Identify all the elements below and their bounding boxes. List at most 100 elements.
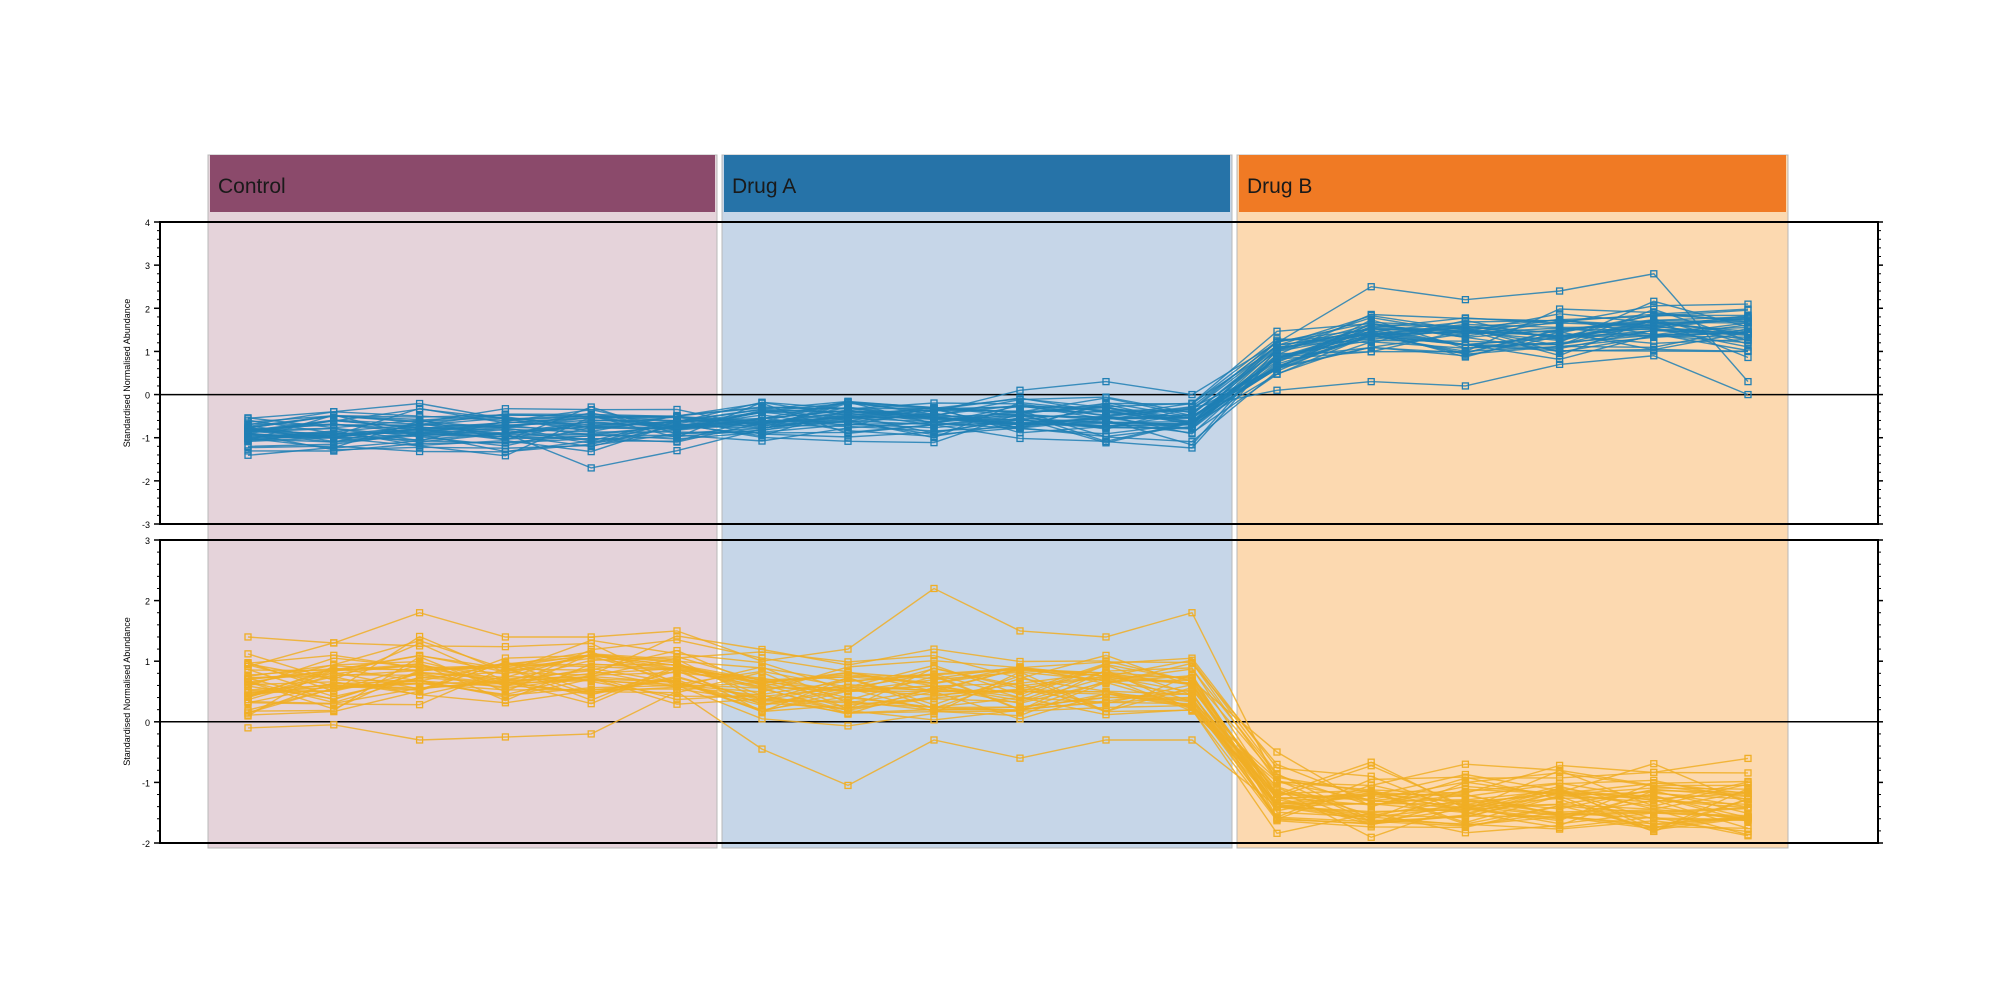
data-point-marker — [244, 633, 252, 641]
data-point-marker — [758, 701, 766, 710]
data-point-marker — [501, 688, 510, 696]
profile-line-15 — [247, 667, 1749, 830]
data-point-marker — [1744, 390, 1752, 399]
data-point-marker — [415, 412, 424, 420]
data-point-marker — [844, 696, 852, 704]
data-point-marker — [673, 668, 681, 677]
data-point-marker — [330, 639, 338, 647]
data-point-marker — [930, 736, 938, 744]
data-point-marker — [673, 437, 681, 445]
data-point-marker — [244, 650, 252, 658]
data-point-marker — [1188, 414, 1196, 422]
data-point-marker — [930, 671, 938, 679]
data-point-marker — [844, 421, 852, 430]
data-point-marker — [1461, 296, 1470, 304]
profile-line-41 — [247, 354, 1749, 435]
data-point-marker — [330, 416, 338, 424]
data-point-marker — [415, 639, 424, 648]
data-point-marker — [673, 627, 681, 635]
data-point-marker — [1744, 315, 1752, 323]
data-point-marker — [758, 690, 766, 699]
profile-line-29 — [247, 316, 1749, 442]
data-point-marker — [1367, 788, 1375, 797]
plot-panels-layer: 4 3 2 1 0 -1 -2 -3 Standardised Normalised Abund… — [122, 218, 1883, 849]
profile-line-40 — [247, 273, 1749, 469]
data-point-marker — [1016, 674, 1024, 683]
profile-line-39 — [247, 655, 1749, 803]
data-point-marker — [673, 661, 681, 670]
data-point-marker — [501, 733, 510, 741]
data-point-marker — [330, 442, 338, 450]
data-point-marker — [1188, 673, 1196, 681]
data-point-marker — [758, 677, 766, 685]
data-point-marker — [587, 441, 595, 450]
data-point-marker — [1102, 707, 1110, 716]
data-point-marker — [1744, 804, 1752, 813]
data-point-marker — [1273, 807, 1281, 815]
profile-line-34 — [247, 319, 1749, 457]
profile-line-41 — [247, 690, 1749, 817]
data-point-marker — [1102, 687, 1110, 695]
data-point-marker — [1188, 441, 1196, 449]
data-point-marker — [930, 408, 938, 416]
data-point-marker — [1188, 699, 1196, 708]
data-point-marker — [844, 412, 852, 421]
data-point-marker — [1650, 270, 1658, 278]
data-point-marker — [244, 434, 252, 442]
profile-line-6 — [247, 653, 1749, 833]
data-point-marker — [1744, 781, 1752, 790]
group-background-layer — [207, 154, 1789, 849]
data-point-marker — [673, 429, 681, 438]
data-point-marker — [844, 399, 852, 407]
data-point-marker — [501, 677, 510, 685]
data-point-marker — [758, 706, 766, 714]
profile-line-38 — [247, 328, 1749, 435]
data-point-marker — [1016, 666, 1024, 674]
data-point-marker — [501, 633, 510, 641]
profile-line-40 — [247, 587, 1748, 787]
y-tick-label: 0 — [145, 391, 150, 401]
data-point-marker — [1461, 811, 1470, 819]
data-point-marker — [930, 657, 938, 665]
data-point-marker — [758, 715, 766, 723]
y-tick-label: 1 — [145, 347, 150, 357]
profile-line-32 — [247, 320, 1749, 439]
profile-line-23 — [247, 682, 1749, 825]
data-point-marker — [1650, 343, 1658, 351]
data-point-marker — [244, 687, 252, 695]
data-point-marker — [1555, 791, 1564, 800]
data-point-marker — [330, 446, 338, 454]
data-point-marker — [1461, 792, 1470, 801]
data-point-marker — [1367, 795, 1375, 803]
data-point-marker — [1016, 394, 1024, 402]
data-point-marker — [501, 670, 510, 678]
data-point-marker — [1461, 760, 1470, 768]
data-point-marker — [501, 681, 510, 689]
data-point-marker — [1188, 681, 1196, 689]
data-point-marker — [244, 672, 252, 681]
y-tick-label: -2 — [142, 477, 150, 487]
data-point-marker — [587, 412, 595, 420]
data-point-marker — [330, 421, 338, 429]
data-point-marker — [1016, 403, 1024, 411]
y-tick-label: 3 — [145, 536, 150, 546]
data-point-marker — [415, 736, 424, 744]
data-point-marker — [673, 695, 681, 704]
data-point-marker — [1102, 677, 1110, 685]
data-point-marker — [1367, 781, 1375, 790]
data-point-marker — [1273, 327, 1281, 335]
data-point-marker — [758, 417, 766, 425]
data-point-marker — [1461, 820, 1470, 828]
data-point-marker — [1102, 736, 1110, 744]
data-point-marker — [587, 422, 595, 430]
data-point-marker — [501, 405, 510, 413]
data-point-marker — [930, 716, 938, 724]
data-point-marker — [758, 657, 766, 665]
data-point-marker — [1744, 343, 1752, 351]
group-header-0 — [210, 155, 715, 212]
data-point-marker — [1555, 287, 1564, 295]
data-point-marker — [1744, 300, 1752, 308]
data-point-marker — [1461, 340, 1470, 349]
data-point-marker — [587, 430, 595, 438]
